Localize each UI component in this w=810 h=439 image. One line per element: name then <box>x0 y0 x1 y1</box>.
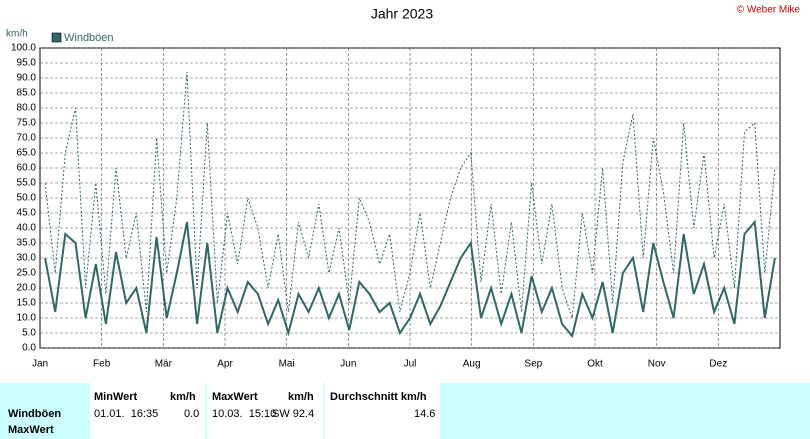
x-tick-label: Apr <box>217 359 233 370</box>
y-tick-label: 50.0 <box>17 193 37 204</box>
y-tick-label: 0.0 <box>22 343 36 354</box>
row-label: Windböen <box>8 408 62 420</box>
header: Durchschnitt km/h <box>330 391 427 403</box>
x-tick-label: Jul <box>404 359 417 370</box>
y-tick-label: 60.0 <box>17 163 37 174</box>
cell-text: 0.0 <box>184 408 200 420</box>
legend-swatch <box>51 32 62 43</box>
header: km/h <box>170 391 196 403</box>
series-line <box>44 71 776 319</box>
row-label: MaxWert <box>8 424 54 436</box>
y-tick-label: 20.0 <box>17 283 37 294</box>
cell <box>207 383 323 439</box>
x-tick-label: Nov <box>648 359 666 370</box>
y-tick-label: 35.0 <box>17 238 37 249</box>
y-tick-label: 25.0 <box>17 268 37 279</box>
credit: © Weber Mike <box>737 5 801 16</box>
legend-label: Windböen <box>64 32 114 44</box>
cell <box>90 383 205 439</box>
cell-text: SW 92.4 <box>272 408 315 420</box>
y-tick-label: 40.0 <box>17 223 37 234</box>
x-tick-label: Sep <box>524 359 542 370</box>
cell-text: 01.01. 16:35 <box>94 408 159 420</box>
x-tick-label: Jun <box>340 359 356 370</box>
y-tick-label: 80.0 <box>17 103 37 114</box>
x-tick-label: Feb <box>93 359 111 370</box>
x-tick-label: Okt <box>587 359 603 370</box>
x-tick-label: Aug <box>463 359 481 370</box>
cell-text: 14.6 <box>414 408 436 420</box>
y-tick-label: 100.0 <box>11 43 36 54</box>
header: MinWert <box>94 391 138 403</box>
header: MaxWert <box>212 391 258 403</box>
y-tick-label: 5.0 <box>22 328 36 339</box>
y-tick-label: 65.0 <box>17 148 37 159</box>
y-tick-label: 10.0 <box>17 313 37 324</box>
y-tick-label: 75.0 <box>17 118 37 129</box>
y-tick-label: 15.0 <box>17 298 37 309</box>
x-tick-label: Dez <box>709 359 727 370</box>
cell-text: 10.03. 15:10 <box>212 408 277 420</box>
y-tick-label: 90.0 <box>17 73 37 84</box>
chart: Jahr 2023 © Weber Mike km/h 0.0 5.0 10.0 15… <box>6 5 801 370</box>
y-tick-label: 95.0 <box>17 58 37 69</box>
cell <box>325 383 440 439</box>
x-tick-label: Jan <box>32 359 48 370</box>
x-tick-label: Mai <box>279 359 295 370</box>
y-tick-label: 45.0 <box>17 208 37 219</box>
chart-title: Jahr 2023 <box>371 6 433 22</box>
x-tick-label: Mär <box>155 359 173 370</box>
y-tick-label: 85.0 <box>17 88 37 99</box>
y-tick-label: 70.0 <box>17 133 37 144</box>
series-line <box>44 219 776 339</box>
y-tick-label: 55.0 <box>17 178 37 189</box>
y-tick-label: 30.0 <box>17 253 37 264</box>
header: km/h <box>288 391 314 403</box>
y-axis-label: km/h <box>6 29 28 40</box>
summary-table: MinWert km/h MaxWert km/h Durchschnitt k… <box>0 383 810 439</box>
